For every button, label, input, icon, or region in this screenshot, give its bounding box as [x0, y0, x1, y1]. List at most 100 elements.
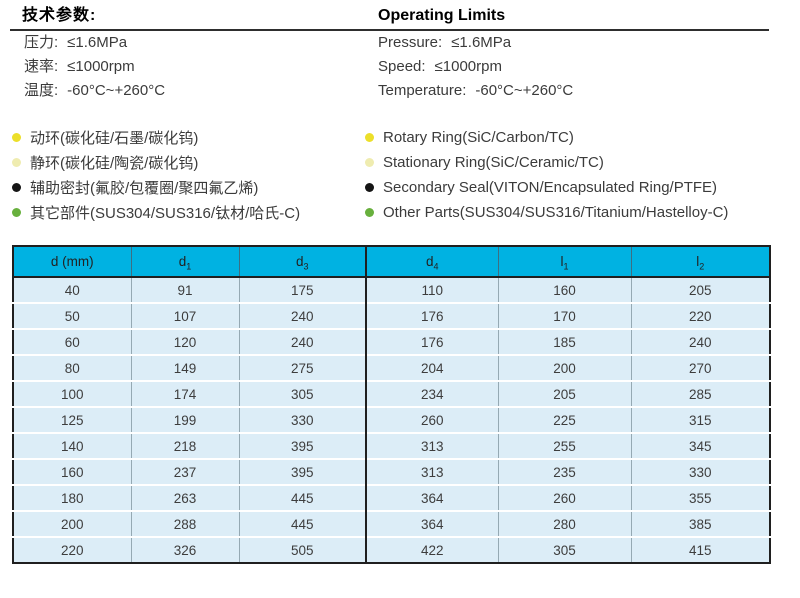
table-cell: 50	[13, 302, 131, 329]
table-cell: 275	[238, 354, 366, 381]
table-cell: 205	[497, 380, 631, 407]
material-item: Rotary Ring(SiC/Carbon/TC)	[365, 125, 790, 150]
table-cell: 345	[630, 432, 770, 459]
table-cell: 160	[13, 458, 131, 485]
table-cell: 204	[365, 354, 498, 381]
spec-row: Pressure: ≤1.6MPa	[378, 31, 769, 55]
materials-column-zh: 动环(碳化硅/石墨/碳化钨) 静环(碳化硅/陶瓷/碳化钨) 辅助密封(氟胶/包覆…	[10, 125, 378, 225]
table-cell: 415	[630, 536, 770, 563]
spec-label: 速率:	[24, 58, 59, 75]
bullet-icon	[365, 208, 374, 217]
bullet-icon	[365, 158, 374, 167]
specs-column-en: Pressure: ≤1.6MPa Speed: ≤1000rpm Temperat…	[378, 31, 769, 103]
table-header-cell: l1	[497, 246, 631, 278]
table-header-cell: d3	[238, 246, 366, 278]
table-cell: 234	[365, 380, 498, 407]
material-text: 其它部件(SUS304/SUS316/钛材/哈氏-C)	[30, 205, 301, 222]
materials-column-en: Rotary Ring(SiC/Carbon/TC) Stationary Ri…	[365, 125, 790, 225]
table-row: 160 237 395 313 235 330	[13, 458, 770, 485]
spec-label: Speed:	[378, 58, 426, 75]
table-cell: 313	[365, 432, 498, 459]
material-item: Stationary Ring(SiC/Ceramic/TC)	[365, 150, 790, 175]
spec-value: -60°C~+260°C	[475, 82, 574, 99]
dimensions-table: d (mm) d1 d3 d4 l1 l2 40 91 175 110 160 …	[12, 245, 771, 564]
bullet-icon	[12, 158, 21, 167]
table-cell: 200	[13, 510, 131, 537]
table-cell: 505	[238, 536, 366, 563]
table-cell: 200	[497, 354, 631, 381]
table-cell: 218	[130, 432, 239, 459]
table-cell: 220	[13, 536, 131, 563]
table-cell: 220	[630, 302, 770, 329]
spec-value: -60°C~+260°C	[67, 82, 166, 99]
table-cell: 240	[238, 302, 366, 329]
spec-row: 速率: ≤1000rpm	[24, 55, 378, 79]
table-header-cell: l2	[630, 246, 770, 278]
table-cell: 235	[497, 458, 631, 485]
table-row: 180 263 445 364 260 355	[13, 484, 770, 511]
table-cell: 125	[13, 406, 131, 433]
bullet-icon	[365, 133, 374, 142]
table-cell: 170	[497, 302, 631, 329]
table-cell: 40	[13, 276, 131, 303]
table-cell: 240	[238, 328, 366, 355]
table-cell: 60	[13, 328, 131, 355]
table-cell: 174	[130, 380, 239, 407]
table-cell: 175	[238, 276, 366, 303]
material-text: 辅助密封(氟胶/包覆圈/聚四氟乙烯)	[30, 180, 259, 197]
table-cell: 225	[497, 406, 631, 433]
table-cell: 100	[13, 380, 131, 407]
material-item: 动环(碳化硅/石墨/碳化钨)	[12, 125, 378, 150]
spec-label: Pressure:	[378, 34, 443, 51]
table-cell: 107	[130, 302, 239, 329]
table-cell: 176	[365, 328, 498, 355]
table-cell: 260	[497, 484, 631, 511]
table-cell: 330	[238, 406, 366, 433]
section-titles: 技术参数: Operating Limits	[10, 6, 769, 26]
table-cell: 285	[630, 380, 770, 407]
spec-value: ≤1000rpm	[67, 58, 135, 75]
table-cell: 149	[130, 354, 239, 381]
table-header-cell: d1	[130, 246, 239, 278]
table-cell: 263	[130, 484, 239, 511]
table-cell: 176	[365, 302, 498, 329]
divider-rule	[10, 29, 769, 31]
table-cell: 120	[130, 328, 239, 355]
bullet-icon	[12, 183, 21, 192]
table-cell: 255	[497, 432, 631, 459]
material-item: Secondary Seal(VITON/Encapsulated Ring/P…	[365, 175, 790, 200]
table-cell: 330	[630, 458, 770, 485]
table-cell: 364	[365, 510, 498, 537]
table-cell: 355	[630, 484, 770, 511]
table-row: 200 288 445 364 280 385	[13, 510, 770, 537]
table-header-row: d (mm) d1 d3 d4 l1 l2	[13, 246, 770, 278]
table-cell: 313	[365, 458, 498, 485]
material-item: 其它部件(SUS304/SUS316/钛材/哈氏-C)	[12, 200, 378, 225]
table-cell: 205	[630, 276, 770, 303]
table-header-cell: d (mm)	[13, 246, 131, 278]
table-cell: 326	[130, 536, 239, 563]
table-cell: 140	[13, 432, 131, 459]
specs-column-zh: 压力: ≤1.6MPa 速率: ≤1000rpm 温度: -60°C~+260°C	[10, 31, 378, 103]
table-cell: 422	[365, 536, 498, 563]
material-item: Other Parts(SUS304/SUS316/Titanium/Haste…	[365, 200, 790, 225]
spec-label: 压力:	[24, 34, 59, 51]
table-cell: 395	[238, 432, 366, 459]
material-text: Secondary Seal(VITON/Encapsulated Ring/P…	[383, 179, 718, 196]
table-cell: 240	[630, 328, 770, 355]
spec-value: ≤1.6MPa	[451, 34, 512, 51]
specs-title-en: Operating Limits	[378, 7, 506, 24]
material-text: Other Parts(SUS304/SUS316/Titanium/Haste…	[383, 204, 729, 221]
table-header-cell: d4	[365, 246, 498, 278]
table-cell: 180	[13, 484, 131, 511]
table-cell: 280	[497, 510, 631, 537]
table-cell: 315	[630, 406, 770, 433]
table-cell: 445	[238, 484, 366, 511]
table-cell: 288	[130, 510, 239, 537]
material-item: 静环(碳化硅/陶瓷/碳化钨)	[12, 150, 378, 175]
table-cell: 395	[238, 458, 366, 485]
table-cell: 199	[130, 406, 239, 433]
table-row: 220 326 505 422 305 415	[13, 536, 770, 563]
material-text: Stationary Ring(SiC/Ceramic/TC)	[383, 154, 604, 171]
table-cell: 270	[630, 354, 770, 381]
